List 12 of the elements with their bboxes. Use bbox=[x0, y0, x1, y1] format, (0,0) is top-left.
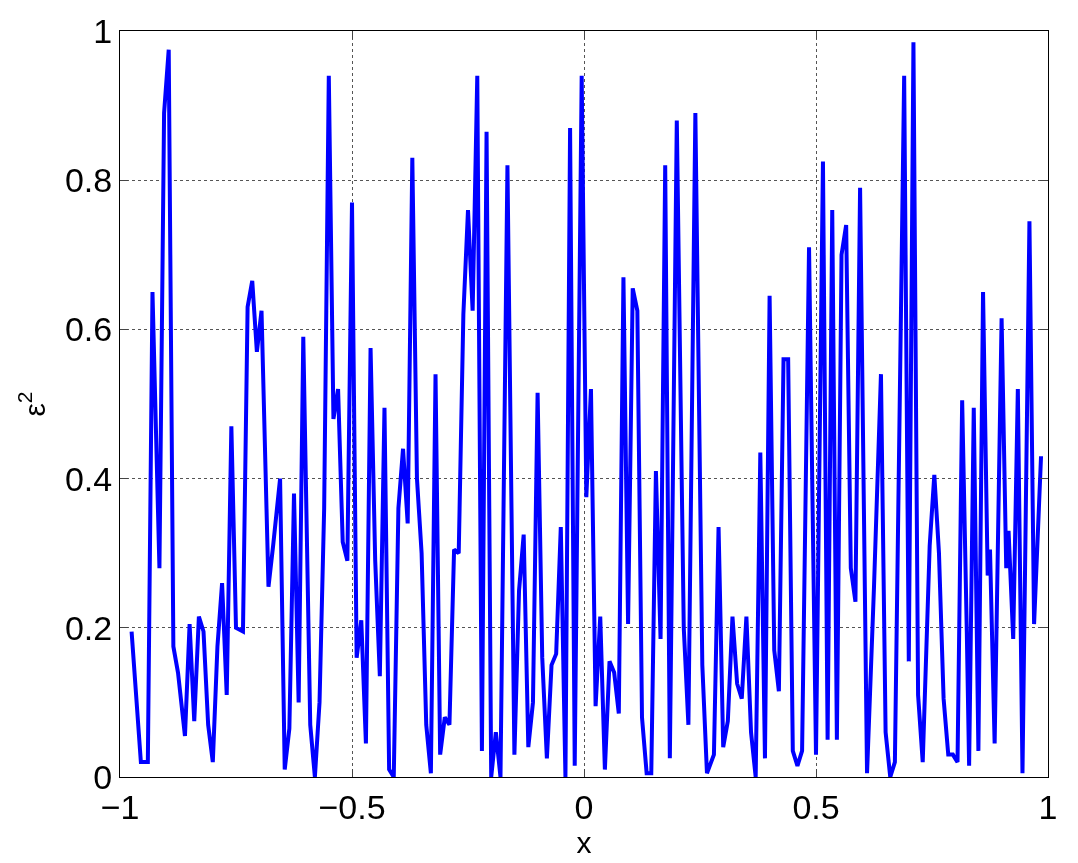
y-tick-label: 0 bbox=[93, 757, 113, 796]
x-tick-label: 1 bbox=[1038, 787, 1058, 826]
y-tick-label: 0.6 bbox=[64, 310, 113, 349]
y-tick-label: 0.2 bbox=[64, 608, 113, 647]
x-tick-label: 0.5 bbox=[792, 787, 840, 826]
y-tick-label: 1 bbox=[93, 11, 113, 50]
x-tick-label: −0.5 bbox=[318, 787, 386, 826]
x-axis-title: x bbox=[576, 825, 592, 859]
y-tick-label: 0.4 bbox=[64, 459, 113, 498]
line-series bbox=[129, 40, 1044, 777]
y-tick-label: 0.8 bbox=[64, 161, 113, 200]
x-tick-label: 0 bbox=[574, 787, 594, 826]
